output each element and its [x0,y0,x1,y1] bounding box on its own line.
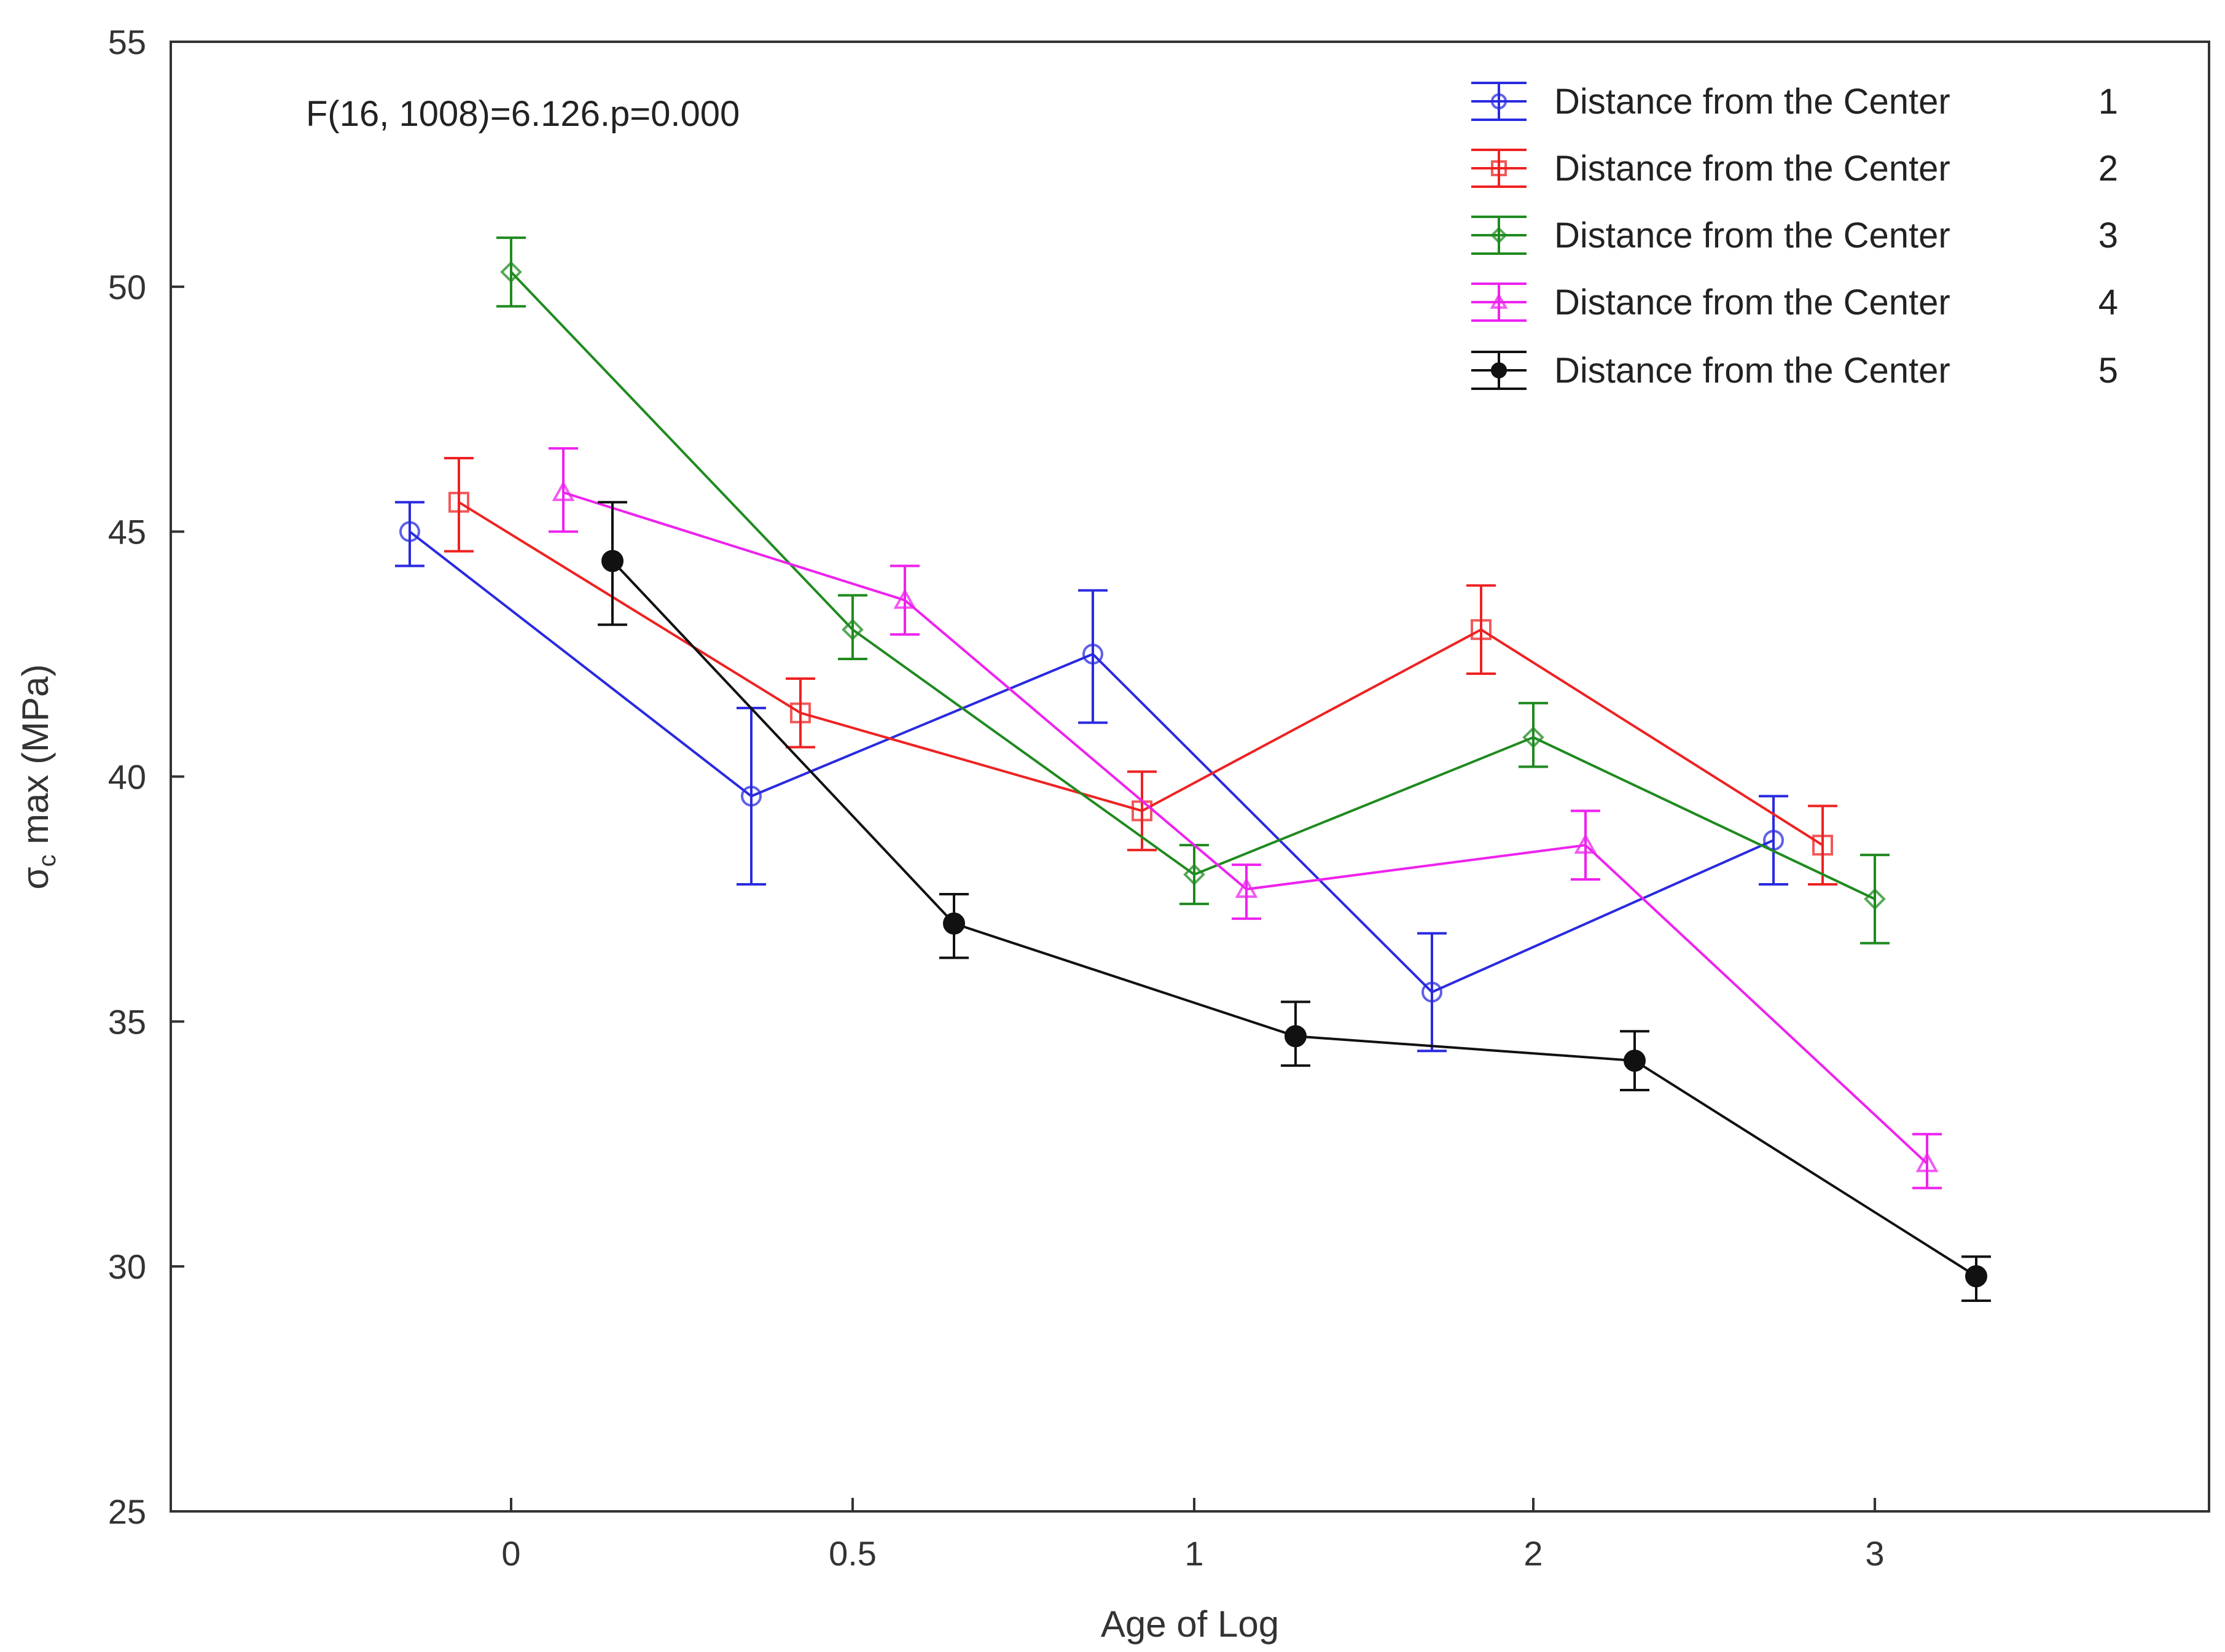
legend-level: 5 [2098,351,2118,391]
legend-item-5: Distance from the Center 5 [1471,351,2118,391]
marker-triangle [1574,833,1597,854]
axes: 25 30 35 40 45 50 55 0 0.5 1 2 3 [108,23,1885,1573]
y-axis-title: σc max (MPa) [15,664,61,889]
marker-circle [1082,644,1103,665]
x-tick-label: 0 [501,1534,520,1573]
x-tick-label: 3 [1865,1534,1884,1573]
legend-level: 1 [2098,82,2118,122]
plot-frame [170,41,2210,1513]
series-1 [395,501,1788,1053]
marker-circle [741,785,762,807]
marker-diamond [1183,863,1205,886]
series-line-5 [611,560,1977,1277]
marker-circle [1421,981,1442,1003]
y-tick-label: 40 [108,758,146,797]
y-axis-title-sigma: σ [15,867,56,890]
marker-diamond [1522,726,1544,749]
series-2 [444,457,1837,886]
marker-filled-circle [1491,362,1507,378]
x-tick-label: 1 [1184,1534,1203,1573]
legend-item-4: Distance from the Center 4 [1471,282,2118,322]
marker-filled-circle [1624,1050,1646,1072]
x-tick-label: 0.5 [829,1534,877,1573]
y-tick-label: 25 [108,1492,146,1531]
y-tick-label: 55 [108,23,146,61]
marker-square [1471,619,1492,641]
series-4 [549,447,1942,1190]
legend-level: 2 [2098,149,2118,189]
marker-square [790,702,811,723]
y-tick-label: 35 [108,1002,146,1041]
marker-diamond [1864,888,1886,910]
marker-triangle [1490,292,1508,309]
marker-triangle [552,480,575,501]
legend-label: Distance from the Center [1554,82,1950,122]
series-5 [598,501,1991,1303]
stats-annotation: F(16, 1008)=6.126.p=0.000 [306,94,740,134]
marker-triangle [1235,877,1258,898]
x-tick-label: 2 [1523,1534,1543,1573]
legend-label: Distance from the Center [1554,282,1950,322]
marker-triangle [1915,1151,1939,1172]
marker-triangle [893,588,917,609]
marker-circle [399,521,420,542]
marker-filled-circle [1965,1265,1987,1288]
marker-diamond [500,261,522,283]
y-tick-label: 45 [108,513,146,551]
marker-square [1812,835,1833,856]
marker-diamond [1490,227,1507,244]
legend-item-2: Distance from the Center 2 [1471,149,2118,189]
marker-circle [1763,830,1784,851]
y-tick-label: 30 [108,1247,146,1286]
y-axis-title-subscript: c [34,855,61,867]
y-axis-title-rest: max (MPa) [15,664,56,854]
marker-filled-circle [1285,1025,1307,1048]
marker-square [1491,160,1507,176]
legend-label: Distance from the Center [1554,351,1950,391]
marker-square [448,491,469,513]
series-3 [496,236,1890,945]
legend-label: Distance from the Center [1554,216,1950,255]
marker-filled-circle [601,550,624,572]
legend-item-1: Distance from the Center 1 [1471,82,2118,122]
legend-item-3: Distance from the Center 3 [1471,216,2118,255]
series-group [395,236,1991,1303]
marker-circle [1491,93,1507,109]
marker-diamond [842,618,864,641]
legend-label: Distance from the Center [1554,149,1950,189]
legend-level: 3 [2098,216,2118,255]
y-tick-label: 50 [108,268,146,306]
x-axis-title: Age of Log [1101,1603,1279,1645]
legend-level: 4 [2098,282,2118,322]
marker-filled-circle [943,912,965,935]
